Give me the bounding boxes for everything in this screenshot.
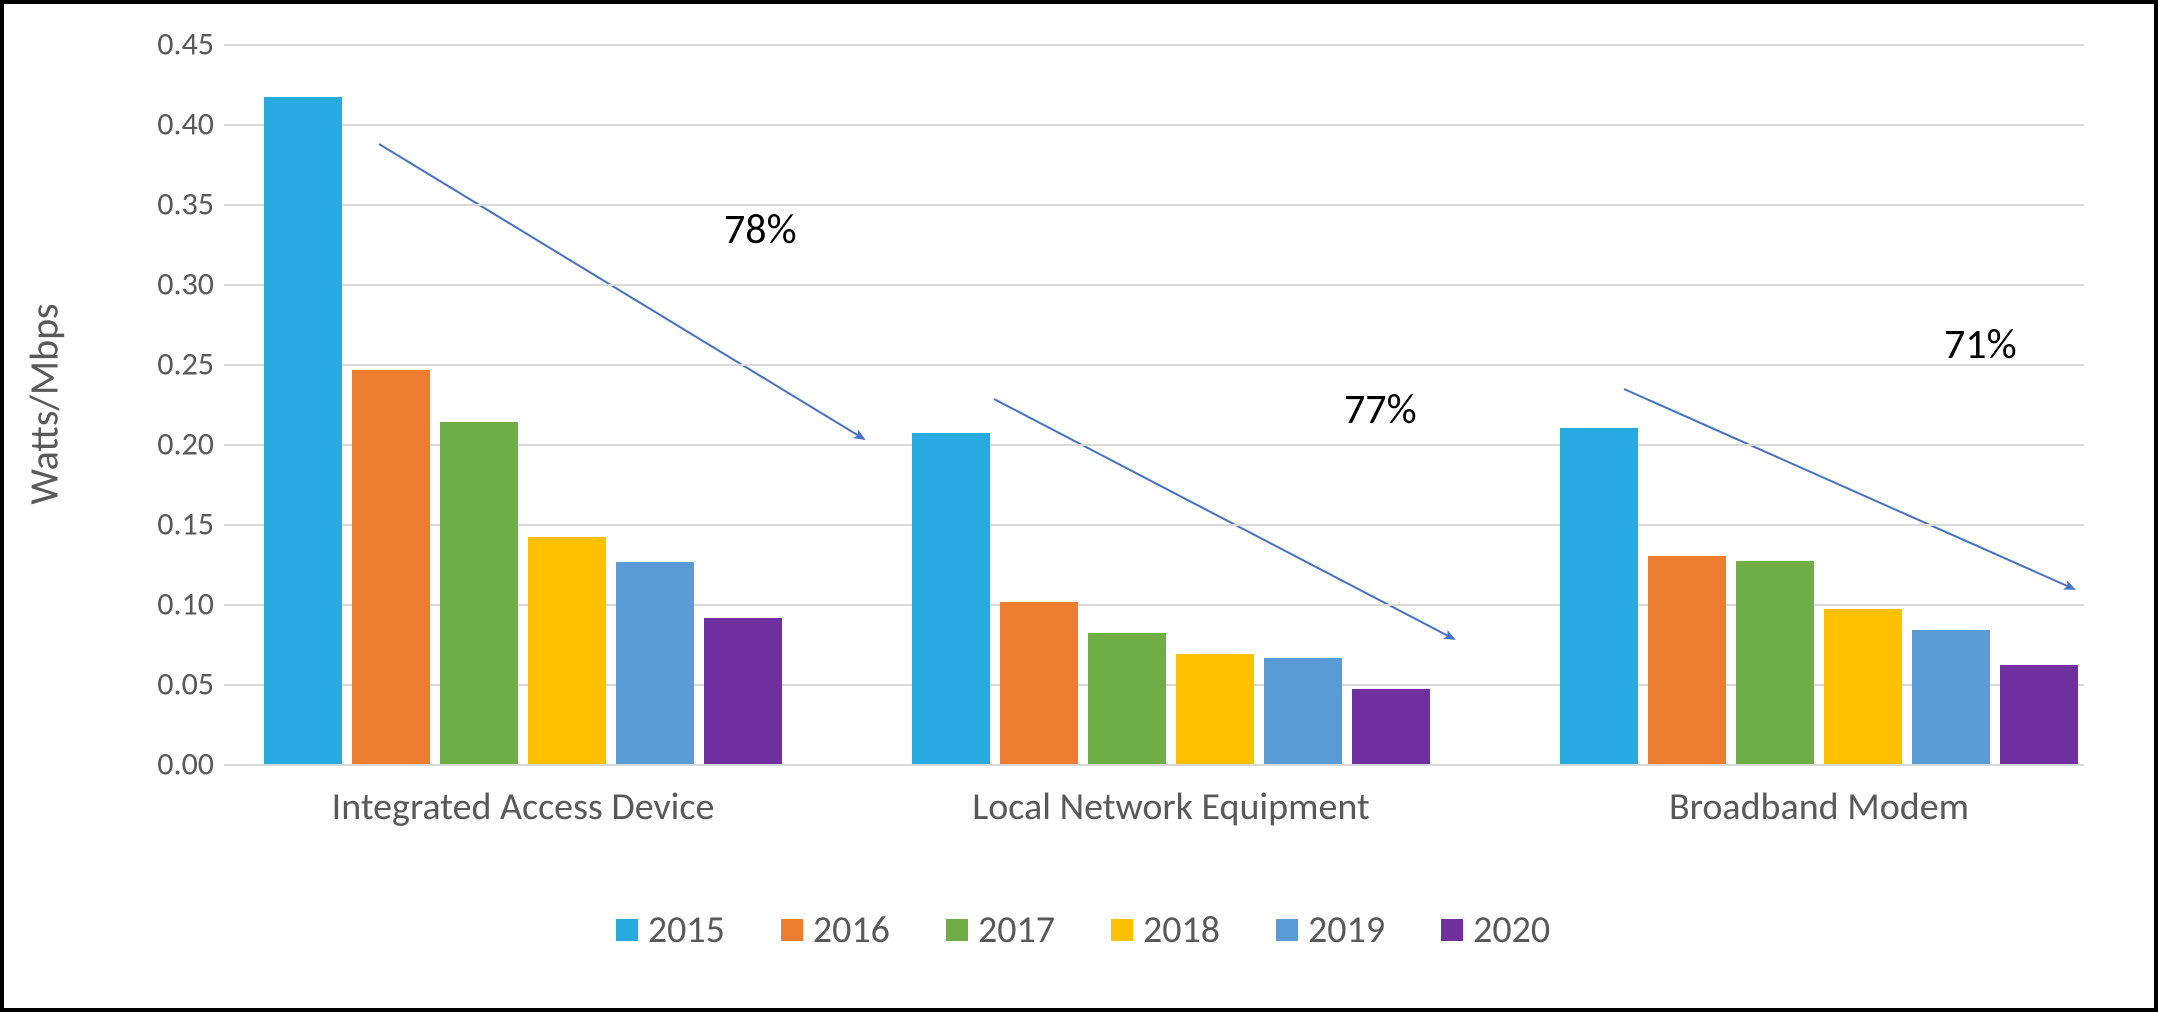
bar bbox=[1176, 654, 1254, 764]
x-category-label: Local Network Equipment bbox=[972, 784, 1369, 830]
legend-label: 2019 bbox=[1308, 907, 1385, 953]
annotation-label: 71% bbox=[1944, 319, 2017, 370]
gridline bbox=[224, 124, 2084, 126]
y-tick-label: 0.35 bbox=[134, 185, 214, 224]
bar bbox=[440, 422, 518, 764]
y-tick-label: 0.45 bbox=[134, 25, 214, 64]
gridline bbox=[224, 44, 2084, 46]
y-tick-label: 0.05 bbox=[134, 665, 214, 704]
y-tick-label: 0.25 bbox=[134, 345, 214, 384]
bar bbox=[528, 537, 606, 764]
bar bbox=[352, 370, 430, 764]
y-tick-label: 0.20 bbox=[134, 425, 214, 464]
annotation-label: 78% bbox=[724, 204, 797, 255]
x-category-label: Integrated Access Device bbox=[332, 784, 715, 830]
gridline bbox=[224, 204, 2084, 206]
bar bbox=[912, 433, 990, 764]
bar bbox=[1264, 658, 1342, 764]
legend-swatch bbox=[1441, 919, 1463, 941]
bar bbox=[616, 562, 694, 764]
gridline bbox=[224, 364, 2084, 366]
bar bbox=[1648, 556, 1726, 764]
bar bbox=[1000, 602, 1078, 764]
annotation-label: 77% bbox=[1344, 384, 1417, 435]
legend-label: 2016 bbox=[813, 907, 890, 953]
legend-item: 2019 bbox=[1276, 904, 1385, 953]
legend-item: 2016 bbox=[781, 904, 890, 953]
chart-frame: Watts/Mbps 78% 77% 71% 0.00 0.05 0.10 0.15 0.2… bbox=[0, 0, 2158, 1012]
y-tick-label: 0.40 bbox=[134, 105, 214, 144]
bar bbox=[1912, 630, 1990, 764]
legend-item: 2015 bbox=[616, 904, 725, 953]
legend-swatch bbox=[1276, 919, 1298, 941]
gridline bbox=[224, 284, 2084, 286]
legend-swatch bbox=[781, 919, 803, 941]
legend-swatch bbox=[616, 919, 638, 941]
bar bbox=[1824, 609, 1902, 764]
y-axis-title: Watts/Mbps bbox=[20, 303, 69, 504]
legend-swatch bbox=[946, 919, 968, 941]
trend-arrow bbox=[379, 144, 864, 439]
bar bbox=[1560, 428, 1638, 764]
y-tick-label: 0.10 bbox=[134, 585, 214, 624]
x-category-label: Broadband Modem bbox=[1669, 784, 1969, 830]
legend: 2015 2016 2017 2018 2019 2020 bbox=[4, 904, 2158, 953]
legend-item: 2018 bbox=[1111, 904, 1220, 953]
legend-label: 2015 bbox=[648, 907, 725, 953]
legend-label: 2018 bbox=[1143, 907, 1220, 953]
legend-label: 2017 bbox=[978, 907, 1055, 953]
bar bbox=[264, 97, 342, 764]
legend-item: 2017 bbox=[946, 904, 1055, 953]
chart-area: Watts/Mbps 78%77%71% 0.000.050.100.150.2… bbox=[164, 44, 2084, 804]
bar bbox=[1352, 689, 1430, 764]
legend-label: 2020 bbox=[1473, 907, 1550, 953]
bar bbox=[704, 618, 782, 764]
legend-swatch bbox=[1111, 919, 1133, 941]
bar bbox=[1088, 633, 1166, 764]
y-tick-label: 0.30 bbox=[134, 265, 214, 304]
plot-area: 78% 77% 71% bbox=[224, 44, 2084, 766]
legend-item: 2020 bbox=[1441, 904, 1550, 953]
y-tick-label: 0.15 bbox=[134, 505, 214, 544]
bar bbox=[1736, 561, 1814, 764]
y-tick-label: 0.00 bbox=[134, 745, 214, 784]
bar bbox=[2000, 665, 2078, 764]
